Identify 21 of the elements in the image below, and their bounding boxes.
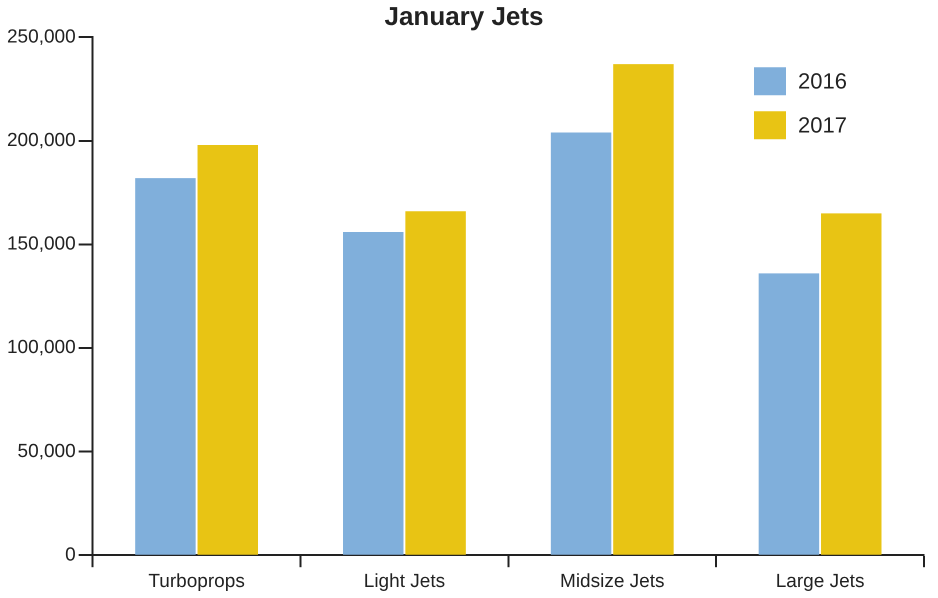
x-tick-label: Light Jets bbox=[364, 570, 446, 592]
bar bbox=[343, 232, 404, 555]
bar bbox=[135, 178, 196, 555]
x-tick-label: Turboprops bbox=[148, 570, 245, 592]
y-tick-label: 150,000 bbox=[6, 234, 76, 255]
legend-label: 2017 bbox=[798, 112, 847, 138]
x-tick-label: Midsize Jets bbox=[560, 570, 665, 592]
y-tick-label: 50,000 bbox=[18, 440, 76, 462]
y-tick-label: 0 bbox=[65, 544, 76, 566]
x-tick-label: Large Jets bbox=[776, 570, 864, 592]
bar bbox=[550, 132, 612, 555]
bar bbox=[613, 64, 674, 555]
bar bbox=[198, 144, 258, 555]
y-tick-label: 200,000 bbox=[6, 130, 76, 152]
legend-label: 2016 bbox=[798, 68, 847, 94]
bar bbox=[405, 211, 466, 555]
bar bbox=[758, 273, 820, 555]
bar bbox=[821, 213, 882, 555]
chart-title: January Jets bbox=[384, 0, 544, 31]
y-tick-label: 100,000 bbox=[6, 337, 76, 358]
y-tick-label: 250,000 bbox=[6, 26, 76, 48]
